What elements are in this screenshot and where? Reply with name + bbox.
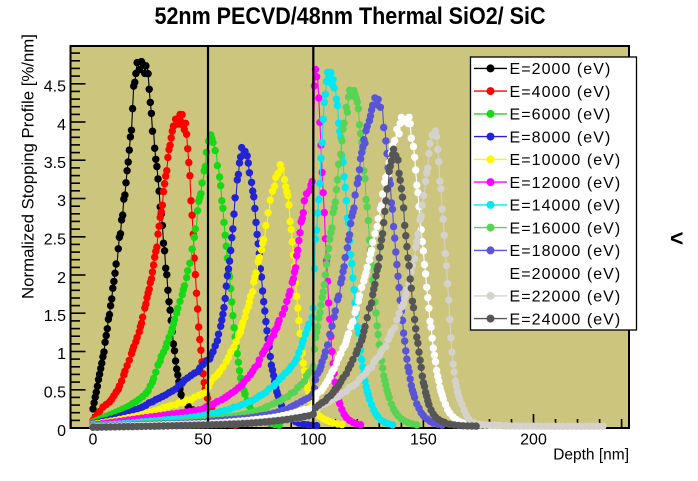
svg-text:4: 4 xyxy=(57,117,66,134)
svg-text:Depth [nm]: Depth [nm] xyxy=(553,447,629,464)
svg-text:E=10000 (eV): E=10000 (eV) xyxy=(510,152,622,169)
svg-text:E=12000 (eV): E=12000 (eV) xyxy=(510,175,622,192)
svg-text:E=20000 (eV): E=20000 (eV) xyxy=(510,266,622,283)
svg-text:52nm PECVD/48nm Thermal SiO2/: 52nm PECVD/48nm Thermal SiO2/ SiC xyxy=(155,3,546,30)
svg-text:E=8000 (eV): E=8000 (eV) xyxy=(510,129,612,146)
svg-text:0.5: 0.5 xyxy=(44,385,66,402)
svg-text:E=2000 (eV): E=2000 (eV) xyxy=(510,61,612,78)
svg-text:3: 3 xyxy=(57,193,66,210)
svg-text:150: 150 xyxy=(410,432,437,449)
svg-text:0: 0 xyxy=(89,432,98,449)
svg-text:E=16000 (eV): E=16000 (eV) xyxy=(510,220,622,237)
svg-text:3.5: 3.5 xyxy=(44,155,66,172)
svg-text:1.5: 1.5 xyxy=(44,308,66,325)
svg-text:100: 100 xyxy=(300,432,327,449)
svg-text:50: 50 xyxy=(194,432,212,449)
svg-text:1: 1 xyxy=(57,346,66,363)
svg-text:4.5: 4.5 xyxy=(44,79,66,96)
svg-text:E=18000 (eV): E=18000 (eV) xyxy=(510,243,622,260)
svg-text:200: 200 xyxy=(520,432,547,449)
svg-text:E=6000 (eV): E=6000 (eV) xyxy=(510,107,612,124)
svg-text:E=22000 (eV): E=22000 (eV) xyxy=(510,289,622,306)
svg-text:2.5: 2.5 xyxy=(44,232,66,249)
svg-text:0: 0 xyxy=(57,423,66,440)
svg-text:2: 2 xyxy=(57,270,66,287)
svg-text:<: < xyxy=(670,225,683,251)
svg-text:E=24000 (eV): E=24000 (eV) xyxy=(510,311,622,328)
svg-text:E=4000 (eV): E=4000 (eV) xyxy=(510,84,612,101)
svg-text:Normalized Stopping Profile [%: Normalized Stopping Profile [%/nm] xyxy=(19,34,38,299)
svg-text:E=14000 (eV): E=14000 (eV) xyxy=(510,198,622,215)
